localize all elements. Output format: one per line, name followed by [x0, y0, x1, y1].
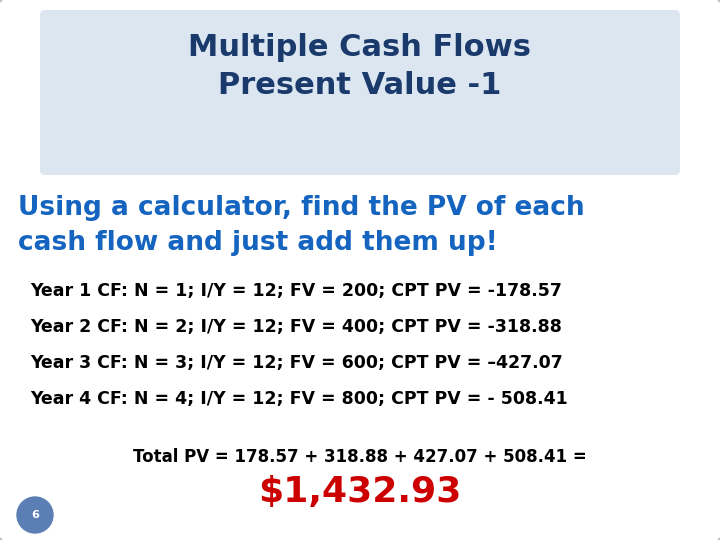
Circle shape [17, 497, 53, 533]
Text: $1,432.93: $1,432.93 [258, 475, 462, 509]
Text: Year 2 CF: N = 2; I/Y = 12; FV = 400; CPT PV = -318.88: Year 2 CF: N = 2; I/Y = 12; FV = 400; CP… [30, 318, 562, 336]
Text: 6: 6 [31, 510, 39, 520]
Text: cash flow and just add them up!: cash flow and just add them up! [18, 230, 498, 256]
Text: Year 3 CF: N = 3; I/Y = 12; FV = 600; CPT PV = –427.07: Year 3 CF: N = 3; I/Y = 12; FV = 600; CP… [30, 354, 563, 372]
Text: Year 4 CF: N = 4; I/Y = 12; FV = 800; CPT PV = - 508.41: Year 4 CF: N = 4; I/Y = 12; FV = 800; CP… [30, 390, 568, 408]
Text: Using a calculator, find the PV of each: Using a calculator, find the PV of each [18, 195, 585, 221]
Text: Multiple Cash Flows: Multiple Cash Flows [189, 33, 531, 63]
Text: Year 1 CF: N = 1; I/Y = 12; FV = 200; CPT PV = -178.57: Year 1 CF: N = 1; I/Y = 12; FV = 200; CP… [30, 282, 562, 300]
FancyBboxPatch shape [40, 10, 680, 175]
Text: Total PV = 178.57 + 318.88 + 427.07 + 508.41 =: Total PV = 178.57 + 318.88 + 427.07 + 50… [133, 448, 587, 466]
Text: Present Value -1: Present Value -1 [218, 71, 502, 99]
